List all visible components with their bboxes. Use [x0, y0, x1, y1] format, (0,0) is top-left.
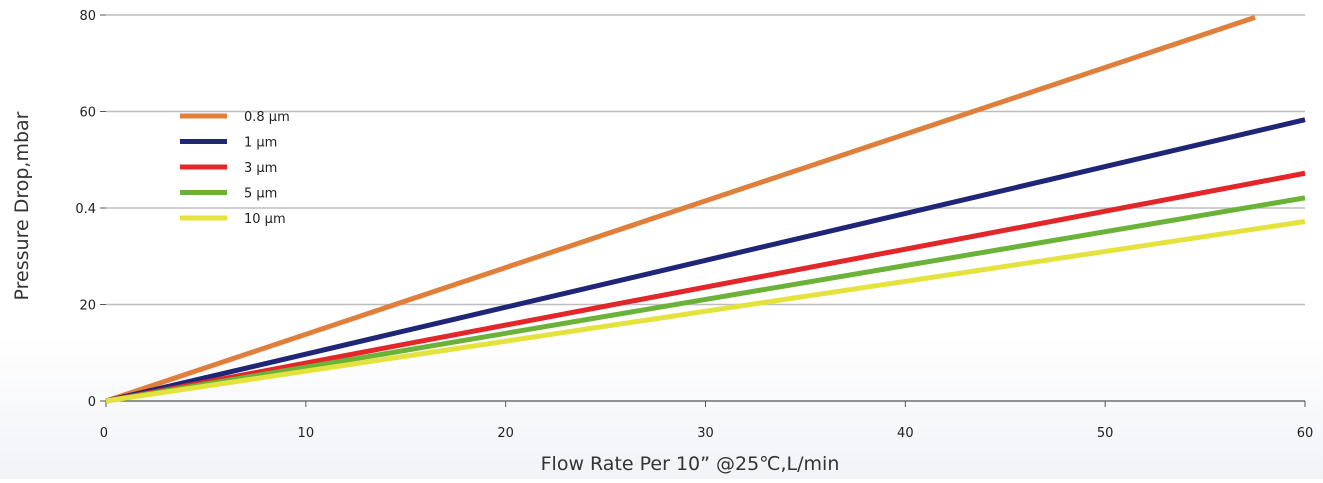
x-tick-label: 10	[298, 426, 315, 441]
x-tick-label: 0	[100, 426, 108, 441]
grid-lines	[106, 14, 1305, 306]
y-tick-label: 0.4	[75, 202, 96, 217]
series-line	[105, 15, 1256, 404]
y-tick-label: 60	[79, 106, 96, 121]
x-axis-title: Flow Rate Per 10” @25℃,L/min	[541, 453, 840, 475]
series-line	[105, 170, 1306, 404]
legend-label: 5 µm	[244, 187, 277, 202]
y-tick-label: 20	[79, 299, 96, 314]
series-line	[105, 195, 1306, 404]
legend-label: 1 µm	[244, 136, 277, 151]
x-tick-label: 40	[897, 426, 914, 441]
y-axis-ticks: 0 20 0.4 60 80	[75, 9, 106, 410]
legend-label: 10 µm	[244, 212, 286, 227]
y-tick-label: 80	[79, 9, 96, 24]
x-tick-label: 60	[1297, 426, 1314, 441]
x-axis-ticks: 0 10 20 30 40 50 60	[100, 401, 1314, 441]
series-line	[105, 219, 1306, 404]
x-tick-label: 50	[1097, 426, 1114, 441]
y-axis-title: Pressure Drop,mbar	[11, 111, 33, 300]
series-line	[105, 117, 1306, 404]
legend-label: 0.8 µm	[244, 110, 290, 125]
legend-label: 3 µm	[244, 161, 277, 176]
series-lines	[105, 15, 1306, 404]
y-tick-label: 0	[88, 395, 96, 410]
x-tick-label: 30	[697, 426, 714, 441]
legend: 0.8 µm 1 µm 3 µm 5 µm 10 µm	[180, 110, 290, 227]
x-tick-label: 20	[497, 426, 514, 441]
